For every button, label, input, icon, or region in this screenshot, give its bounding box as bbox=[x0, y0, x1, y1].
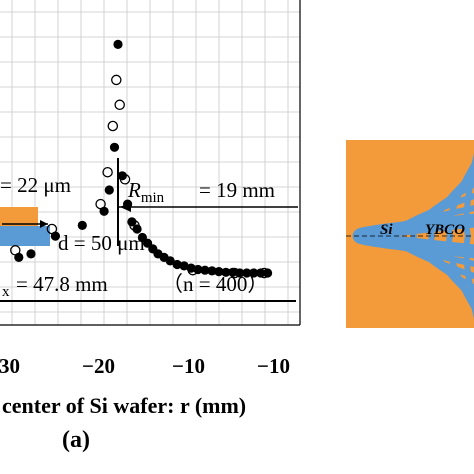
data-points bbox=[10, 39, 273, 279]
width-arrow-head bbox=[40, 220, 48, 228]
thickness-label: = 22 μm bbox=[0, 173, 71, 197]
panel-label: (a) bbox=[62, 427, 90, 453]
plot-area bbox=[0, 0, 301, 326]
rmax-subscript: x bbox=[2, 284, 10, 300]
data-point-filled bbox=[263, 268, 273, 278]
data-point-filled bbox=[242, 268, 252, 278]
data-point-filled bbox=[214, 267, 224, 277]
x-tick-label: 30 bbox=[0, 354, 20, 378]
x-tick-label: −10 bbox=[172, 354, 205, 378]
data-point-filled bbox=[221, 267, 231, 277]
rmax-value: = 47.8 mm bbox=[16, 272, 108, 296]
inset-label-ybco: YBCO bbox=[425, 222, 465, 238]
rmin-symbol: Rmin bbox=[127, 178, 165, 206]
data-point-filled bbox=[113, 39, 123, 50]
data-point-open bbox=[107, 120, 119, 132]
data-point-filled bbox=[172, 259, 182, 270]
data-point-filled bbox=[26, 249, 36, 259]
data-point-open bbox=[102, 166, 113, 178]
data-point-open bbox=[258, 267, 270, 279]
width-label: d = 50 μm bbox=[58, 231, 145, 255]
x-tick-label: −10 bbox=[257, 354, 290, 378]
wafer-cross-section bbox=[0, 226, 50, 246]
x-axis-label: center of Si wafer: r (mm) bbox=[2, 393, 246, 418]
data-point-open bbox=[119, 174, 131, 185]
data-point-open bbox=[111, 74, 122, 86]
data-point-open bbox=[10, 245, 21, 256]
data-point-open bbox=[129, 220, 140, 231]
data-point-filled bbox=[77, 220, 87, 230]
annotation-lines bbox=[0, 158, 298, 302]
data-point-open bbox=[229, 267, 240, 279]
data-point-filled bbox=[207, 266, 217, 276]
inset-pattern: Si YBCO bbox=[346, 140, 474, 328]
data-point-filled bbox=[179, 261, 189, 271]
inset-label-si: Si bbox=[380, 222, 393, 238]
data-point-filled bbox=[123, 199, 133, 209]
rmin-value: = 19 mm bbox=[199, 178, 275, 202]
data-point-filled bbox=[104, 185, 114, 195]
data-point-filled bbox=[109, 142, 120, 152]
x-tick-labels: 30 −20 −10 −10 bbox=[0, 354, 290, 378]
data-point-filled bbox=[200, 265, 210, 275]
inset-stripe bbox=[428, 169, 474, 303]
x-tick-label: −20 bbox=[82, 354, 115, 378]
data-point-open bbox=[114, 99, 125, 111]
data-point-open bbox=[187, 264, 199, 276]
data-point-filled bbox=[256, 268, 266, 278]
data-point-open bbox=[95, 198, 106, 210]
data-point-filled bbox=[249, 268, 259, 278]
data-point-open bbox=[46, 223, 58, 235]
data-point-filled bbox=[165, 256, 175, 266]
ybco-layer bbox=[0, 207, 38, 226]
